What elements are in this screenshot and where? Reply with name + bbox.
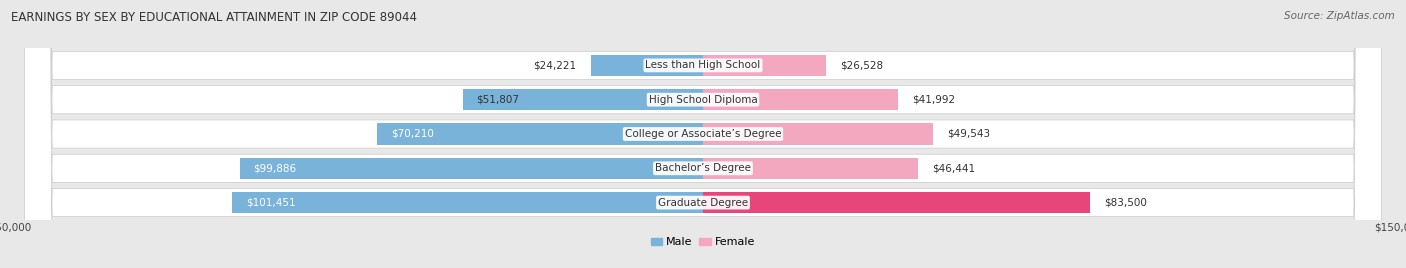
Bar [463,89,703,110]
Text: $99,886: $99,886 [253,163,297,173]
Text: Source: ZipAtlas.com: Source: ZipAtlas.com [1284,11,1395,21]
FancyBboxPatch shape [24,0,1382,268]
Text: $83,500: $83,500 [1104,198,1147,208]
FancyBboxPatch shape [24,0,1382,268]
Text: $46,441: $46,441 [932,163,976,173]
Text: $49,543: $49,543 [946,129,990,139]
Legend: Male, Female: Male, Female [647,233,759,252]
FancyBboxPatch shape [24,0,1382,268]
Text: High School Diploma: High School Diploma [648,95,758,105]
Bar [232,192,703,213]
Text: $41,992: $41,992 [911,95,955,105]
FancyBboxPatch shape [24,0,1382,268]
Bar [377,123,703,145]
Bar [703,192,1091,213]
Text: $101,451: $101,451 [246,198,295,208]
Bar [239,158,703,179]
Text: College or Associate’s Degree: College or Associate’s Degree [624,129,782,139]
Text: $51,807: $51,807 [477,95,520,105]
Text: $24,221: $24,221 [533,60,576,70]
FancyBboxPatch shape [24,0,1382,268]
Bar [591,55,703,76]
Bar [703,55,827,76]
Text: $26,528: $26,528 [839,60,883,70]
Text: Less than High School: Less than High School [645,60,761,70]
Bar [703,123,932,145]
Text: EARNINGS BY SEX BY EDUCATIONAL ATTAINMENT IN ZIP CODE 89044: EARNINGS BY SEX BY EDUCATIONAL ATTAINMEN… [11,11,418,24]
Text: Bachelor’s Degree: Bachelor’s Degree [655,163,751,173]
Bar [703,89,898,110]
Bar [703,158,918,179]
Text: Graduate Degree: Graduate Degree [658,198,748,208]
Text: $70,210: $70,210 [391,129,434,139]
